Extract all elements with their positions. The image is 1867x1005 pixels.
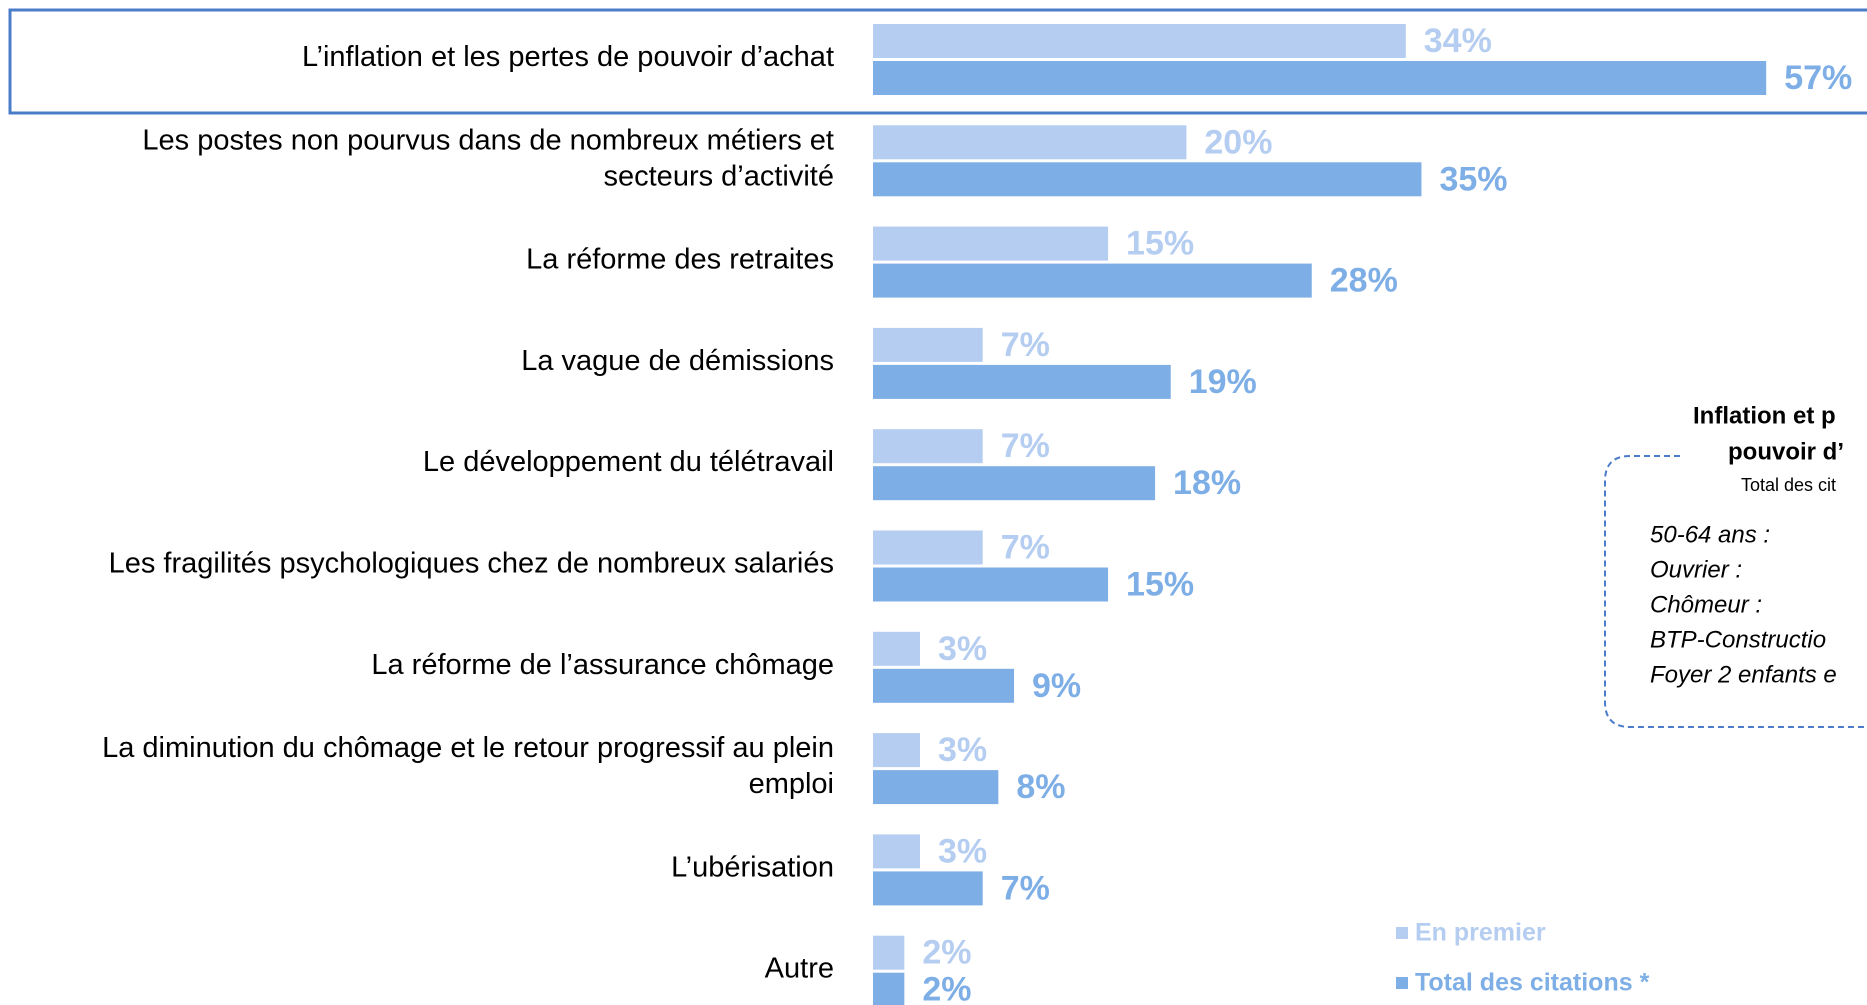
bar — [873, 668, 1015, 703]
bar — [873, 567, 1109, 602]
value-label: 7% — [1001, 427, 1050, 465]
value-label: 3% — [938, 731, 987, 769]
value-label: 9% — [1032, 667, 1081, 705]
bar — [873, 429, 983, 464]
value-label: 35% — [1439, 160, 1507, 198]
bar — [873, 125, 1187, 160]
value-label: 7% — [1001, 869, 1050, 907]
value-label: 20% — [1204, 123, 1272, 161]
category-label: La réforme de l’assurance chômage — [371, 648, 834, 680]
category-line: La vague de démissions — [521, 345, 834, 377]
legend-label: En premier — [1415, 919, 1546, 947]
bar — [873, 972, 905, 1005]
value-label: 28% — [1330, 262, 1398, 300]
bar — [873, 530, 983, 565]
category-line: secteurs d’activité — [604, 160, 835, 192]
bar — [873, 466, 1156, 501]
bar — [873, 327, 983, 362]
category-label: Les postes non pourvus dans de nombreux … — [142, 124, 834, 192]
legend-swatch — [1396, 927, 1408, 939]
value-label: 7% — [1001, 326, 1050, 364]
inset-item: 50-64 ans : — [1650, 521, 1770, 548]
bar — [873, 834, 921, 869]
value-label: 19% — [1189, 363, 1257, 401]
bar — [873, 24, 1406, 58]
category-label: L’inflation et les pertes de pouvoir d’a… — [302, 41, 834, 73]
highlight-box — [8, 8, 1867, 115]
inset-box — [1604, 455, 1867, 728]
value-label: 18% — [1173, 464, 1241, 502]
value-label: 15% — [1126, 225, 1194, 263]
category-line: La réforme de l’assurance chômage — [371, 648, 834, 680]
category-label: Le développement du télétravail — [423, 446, 834, 478]
category-line: Les postes non pourvus dans de nombreux … — [142, 124, 834, 156]
category-line: emploi — [749, 768, 834, 800]
category-line: L’inflation et les pertes de pouvoir d’a… — [302, 41, 834, 73]
bar — [873, 364, 1171, 399]
value-label: 15% — [1126, 565, 1194, 603]
category-label: L’ubérisation — [671, 851, 834, 883]
value-label: 2% — [922, 934, 971, 972]
value-label: 8% — [1016, 768, 1065, 806]
legend-label: Total des citations * — [1415, 969, 1650, 997]
value-label: 7% — [1001, 528, 1050, 566]
inset-title: pouvoir d’ — [1728, 438, 1844, 465]
category-label: Autre — [765, 952, 834, 984]
category-line: La réforme des retraites — [526, 243, 834, 275]
category-label: La réforme des retraites — [526, 243, 834, 275]
inset-subtitle: Total des cit — [1741, 475, 1836, 495]
category-label: La diminution du chômage et le retour pr… — [102, 732, 834, 800]
bar — [873, 935, 905, 970]
bar — [873, 162, 1422, 197]
inset-item: Foyer 2 enfants e — [1650, 661, 1837, 688]
bar — [873, 226, 1109, 261]
bar — [873, 263, 1312, 298]
value-label: 3% — [938, 630, 987, 668]
value-label: 57% — [1784, 59, 1852, 97]
bar — [873, 733, 921, 768]
bar — [873, 770, 999, 805]
inset-item: BTP-Constructio — [1650, 626, 1826, 653]
inset-item: Chômeur : — [1650, 591, 1762, 618]
value-label: 3% — [938, 832, 987, 870]
bar — [873, 631, 921, 666]
inset-title: Inflation et p — [1693, 402, 1836, 429]
category-line: L’ubérisation — [671, 851, 834, 883]
value-label: 2% — [922, 971, 971, 1005]
category-line: La diminution du chômage et le retour pr… — [102, 732, 834, 764]
value-label: 34% — [1424, 22, 1492, 60]
bar — [873, 61, 1767, 95]
legend-swatch — [1396, 977, 1408, 989]
category-line: Autre — [765, 952, 834, 984]
inset-item: Ouvrier : — [1650, 556, 1742, 583]
category-line: Les fragilités psychologiques chez de no… — [109, 547, 834, 579]
category-label: Les fragilités psychologiques chez de no… — [109, 547, 834, 579]
bar — [873, 871, 983, 906]
category-line: Le développement du télétravail — [423, 446, 834, 478]
category-label: La vague de démissions — [521, 345, 834, 377]
